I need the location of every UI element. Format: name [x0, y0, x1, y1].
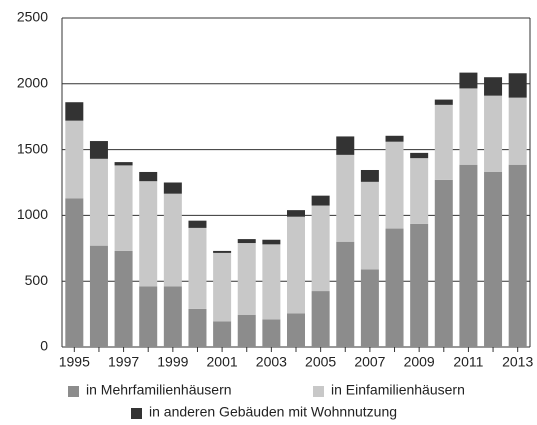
- x-tick-label: 2009: [404, 354, 435, 370]
- x-tick-label: 2011: [453, 354, 483, 370]
- bar-segment: [213, 250, 232, 253]
- bar-segment: [459, 164, 478, 347]
- y-tick-label: 1500: [17, 140, 48, 156]
- x-tick-label: 2001: [207, 354, 238, 370]
- y-tick-label: 1000: [17, 206, 48, 222]
- x-tick-label: 1997: [108, 354, 139, 370]
- bar-segment: [484, 95, 503, 172]
- bar-segment: [508, 97, 527, 165]
- x-tick-label: 2013: [502, 354, 533, 370]
- bar-segment: [139, 171, 158, 182]
- bar-segment: [237, 243, 256, 315]
- bar-segment: [139, 181, 158, 287]
- x-tick-label: 1999: [157, 354, 188, 370]
- legend-swatch: [131, 408, 142, 419]
- bar-segment: [287, 216, 305, 314]
- bar-segment: [188, 227, 207, 309]
- bar-segment: [336, 136, 355, 155]
- bar-segment: [311, 205, 330, 292]
- bar-segment: [385, 228, 404, 347]
- bar-segment: [114, 162, 133, 166]
- x-tick-label: 2005: [305, 354, 336, 370]
- bar-segment: [89, 141, 108, 159]
- legend-label: in Einfamilienhäusern: [331, 382, 465, 398]
- bar-segment: [287, 210, 305, 217]
- bar-segment: [65, 198, 84, 347]
- bar-segment: [213, 252, 232, 322]
- bar-segment: [336, 241, 355, 347]
- bar-segment: [139, 286, 158, 347]
- y-tick-label: 0: [40, 338, 48, 354]
- bar-segment: [484, 171, 503, 347]
- bar-segment: [262, 239, 281, 245]
- legend-label: in Mehrfamilienhäusern: [86, 382, 232, 398]
- bar-segment: [360, 169, 379, 182]
- bar-segment: [385, 135, 404, 142]
- legend-swatch: [68, 386, 79, 397]
- bar-segment: [360, 269, 379, 347]
- y-tick-label: 500: [25, 272, 49, 288]
- bar-segment: [410, 223, 429, 347]
- y-tick-label: 2000: [17, 75, 48, 91]
- bar-segment: [434, 104, 453, 180]
- bar-segment: [163, 182, 182, 194]
- bar-segment: [311, 195, 330, 206]
- bar-segment: [89, 245, 108, 347]
- bar-segment: [65, 120, 84, 199]
- bar-segment: [410, 158, 429, 224]
- bar-segment: [287, 313, 305, 347]
- bar-segment: [188, 308, 207, 347]
- bar-segment: [434, 179, 453, 347]
- bar-segment: [237, 314, 256, 347]
- bar-segment: [311, 291, 330, 347]
- bar-segment: [89, 158, 108, 246]
- bar-segment: [459, 72, 478, 89]
- bar-segment: [360, 181, 379, 270]
- x-tick-label: 2007: [354, 354, 385, 370]
- bar-segment: [188, 220, 207, 228]
- bar-segment: [114, 250, 133, 347]
- bar-segment: [508, 73, 527, 98]
- bar-segment: [262, 319, 281, 347]
- bar-segment: [410, 152, 429, 159]
- bar-segment: [65, 102, 84, 121]
- bar-segment: [262, 244, 281, 320]
- legend-label: in anderen Gebäuden mit Wohnnutzung: [149, 404, 397, 420]
- bar-segment: [484, 77, 503, 96]
- bar-segment: [213, 321, 232, 347]
- bar-segment: [163, 286, 182, 347]
- bar-segment: [508, 164, 527, 347]
- bar-segment: [163, 193, 182, 287]
- bar-segment: [336, 154, 355, 242]
- bar-segment: [237, 239, 256, 244]
- legend-swatch: [313, 386, 324, 397]
- x-tick-label: 1995: [59, 354, 90, 370]
- bar-segment: [434, 99, 453, 105]
- bar-segment: [459, 88, 478, 165]
- bar-segment: [114, 165, 133, 251]
- x-tick-label: 2003: [256, 354, 287, 370]
- y-tick-label: 2500: [17, 9, 48, 25]
- bar-segment: [385, 141, 404, 229]
